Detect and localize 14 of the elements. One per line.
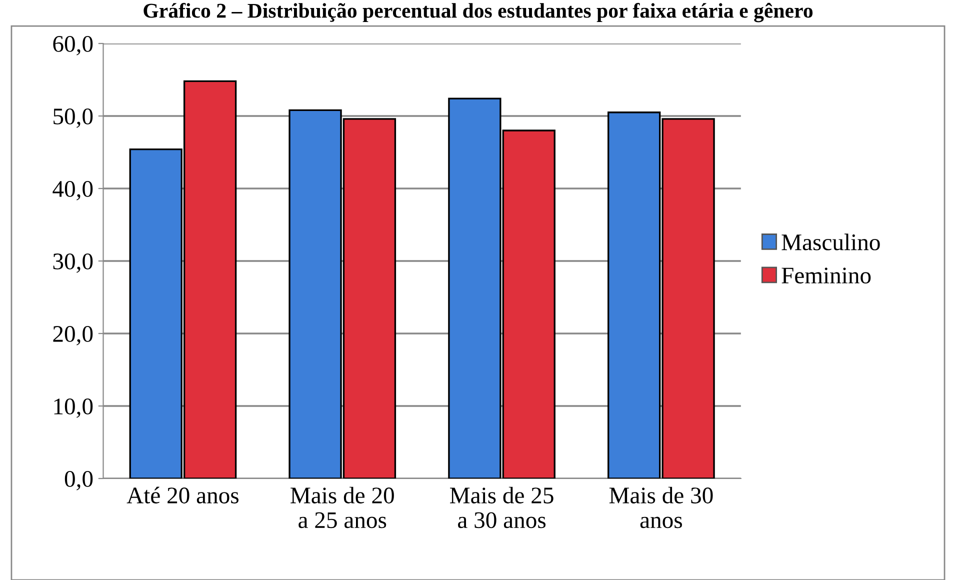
x-tick-label: Mais de 30 anos — [609, 486, 713, 528]
legend-label: Masculino — [782, 234, 880, 250]
y-tick-label: 0,0 — [64, 470, 93, 490]
x-tick-label: Até 20 anos — [126, 486, 238, 504]
y-tick-label: 30,0 — [53, 253, 93, 273]
y-tick-label: 60,0 — [53, 36, 93, 56]
legend-label: Feminino — [782, 268, 871, 284]
y-tick-label: 40,0 — [52, 180, 93, 200]
x-tick-label: Mais de 20 a 25 anos — [290, 486, 394, 528]
x-tick-label: Mais de 25 a 30 anos — [450, 486, 554, 528]
y-tick-label: 10,0 — [54, 398, 93, 418]
chart-title: Gráfico 2 – Distribuição percentual dos estudantes por faixa etária e gênero — [144, 2, 813, 22]
y-tick-label: 20,0 — [53, 326, 93, 346]
y-tick-label: 50,0 — [54, 108, 93, 128]
